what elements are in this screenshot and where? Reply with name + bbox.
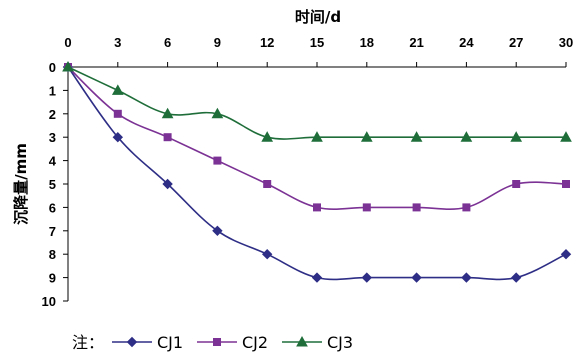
series-cj2-point	[213, 156, 222, 165]
x-tick-label: 0	[64, 35, 71, 50]
series-cj2-point	[163, 133, 172, 142]
legend: 注： CJ1 CJ2 CJ3	[72, 333, 353, 352]
x-tick-label: 6	[164, 35, 171, 50]
series-cj3-point	[111, 84, 124, 95]
series-cj3-point	[261, 131, 274, 142]
x-tick-label: 3	[114, 35, 121, 50]
series-cj2-point	[462, 203, 471, 212]
legend-prefix: 注：	[72, 333, 104, 352]
x-axis-title: 时间/d	[295, 8, 341, 26]
series-cj1-point	[411, 272, 422, 283]
series-cj1-point	[311, 272, 323, 283]
legend-marker-cj1	[126, 336, 138, 348]
y-tick-label: 2	[49, 107, 56, 122]
series-cj2-point	[562, 180, 570, 188]
y-tick-label: 10	[42, 294, 56, 309]
series-cj2-point	[263, 180, 272, 188]
series-cj3-line	[67, 66, 566, 140]
series-cj3-point	[510, 131, 523, 142]
y-tick-label: 5	[49, 177, 56, 192]
series-cj1-point	[112, 131, 124, 143]
series-cj1-line	[67, 66, 567, 281]
y-tick-label: 1	[49, 83, 56, 98]
x-tick-label: 15	[310, 35, 324, 50]
series-cj1-point	[162, 178, 173, 190]
series-cj1-point	[560, 248, 572, 260]
series-cj3-point	[410, 131, 423, 142]
y-tick-label: 0	[49, 60, 56, 75]
x-tick-label: 9	[214, 35, 221, 50]
y-tick-label: 3	[49, 130, 56, 145]
series-cj3-point	[360, 131, 373, 142]
series-cj1	[62, 61, 572, 283]
y-tick-label: 8	[49, 247, 56, 262]
series-cj3-point	[560, 131, 572, 142]
series-cj1-point	[261, 248, 273, 260]
series-cj2-point	[412, 203, 421, 212]
x-tick-label: 27	[509, 35, 523, 50]
y-tick-label: 4	[49, 154, 57, 169]
legend-label-cj1: CJ1	[157, 333, 183, 352]
series-cj3-point	[161, 107, 174, 119]
series-cj1-point	[361, 272, 373, 283]
x-tick-label: 30	[559, 35, 573, 50]
series-cj2	[64, 63, 570, 212]
series-cj1-point	[510, 272, 522, 283]
x-tick-label: 18	[360, 35, 374, 50]
y-tick-label: 6	[49, 200, 56, 215]
series-cj3-point	[311, 131, 323, 142]
legend-marker-cj2	[213, 338, 221, 346]
series-cj2-point	[313, 203, 321, 212]
series-cj2-point	[512, 180, 521, 188]
legend-label-cj3: CJ3	[327, 333, 353, 352]
series-cj3-point	[62, 60, 74, 72]
series-cj3-point	[460, 131, 473, 142]
series-cj3-point	[211, 107, 224, 119]
legend-item-cj3: CJ3	[282, 333, 353, 352]
x-tick-label: 24	[459, 35, 474, 50]
series-cj2-point	[362, 203, 371, 212]
legend-item-cj1: CJ1	[112, 333, 183, 352]
x-tick-label: 21	[409, 35, 423, 50]
series-layer	[62, 60, 572, 283]
y-tick-label: 9	[49, 271, 56, 286]
series-cj2-point	[113, 109, 122, 118]
series-cj1-point	[461, 272, 472, 283]
x-tick-label: 12	[260, 35, 274, 50]
series-cj1-point	[212, 225, 223, 237]
y-axis-title: 沉降量/mm	[12, 143, 30, 225]
legend-item-cj2: CJ2	[197, 333, 268, 352]
series-cj3	[62, 60, 572, 142]
y-tick-label: 7	[49, 224, 56, 239]
legend-label-cj2: CJ2	[242, 333, 268, 352]
legend-marker-cj3	[296, 335, 308, 347]
